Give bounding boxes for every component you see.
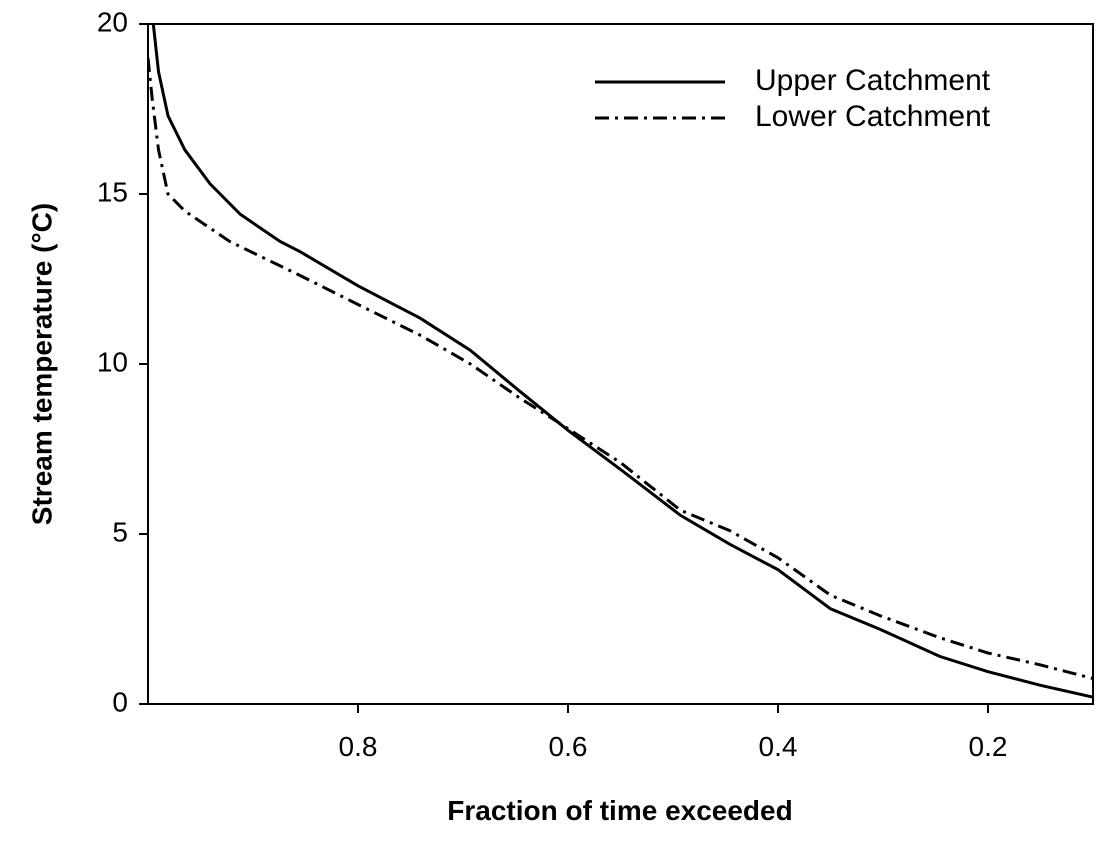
y-tick-label: 15: [97, 176, 128, 207]
x-tick-label: 0.8: [339, 731, 378, 762]
legend-label: Lower Catchment: [755, 100, 991, 133]
x-axis-title: Fraction of time exceeded: [447, 795, 792, 826]
y-tick-label: 10: [97, 346, 128, 377]
y-tick-label: 20: [97, 6, 128, 37]
y-tick-label: 0: [112, 686, 128, 717]
y-tick-label: 5: [112, 516, 128, 547]
x-tick-label: 0.2: [969, 731, 1008, 762]
y-axis-title: Stream temperature (°C): [26, 203, 57, 525]
data-line: [151, 24, 1093, 699]
data-line: [148, 57, 1093, 680]
x-tick-label: 0.4: [759, 731, 798, 762]
x-tick-label: 0.6: [549, 731, 588, 762]
legend-label: Upper Catchment: [755, 64, 991, 97]
